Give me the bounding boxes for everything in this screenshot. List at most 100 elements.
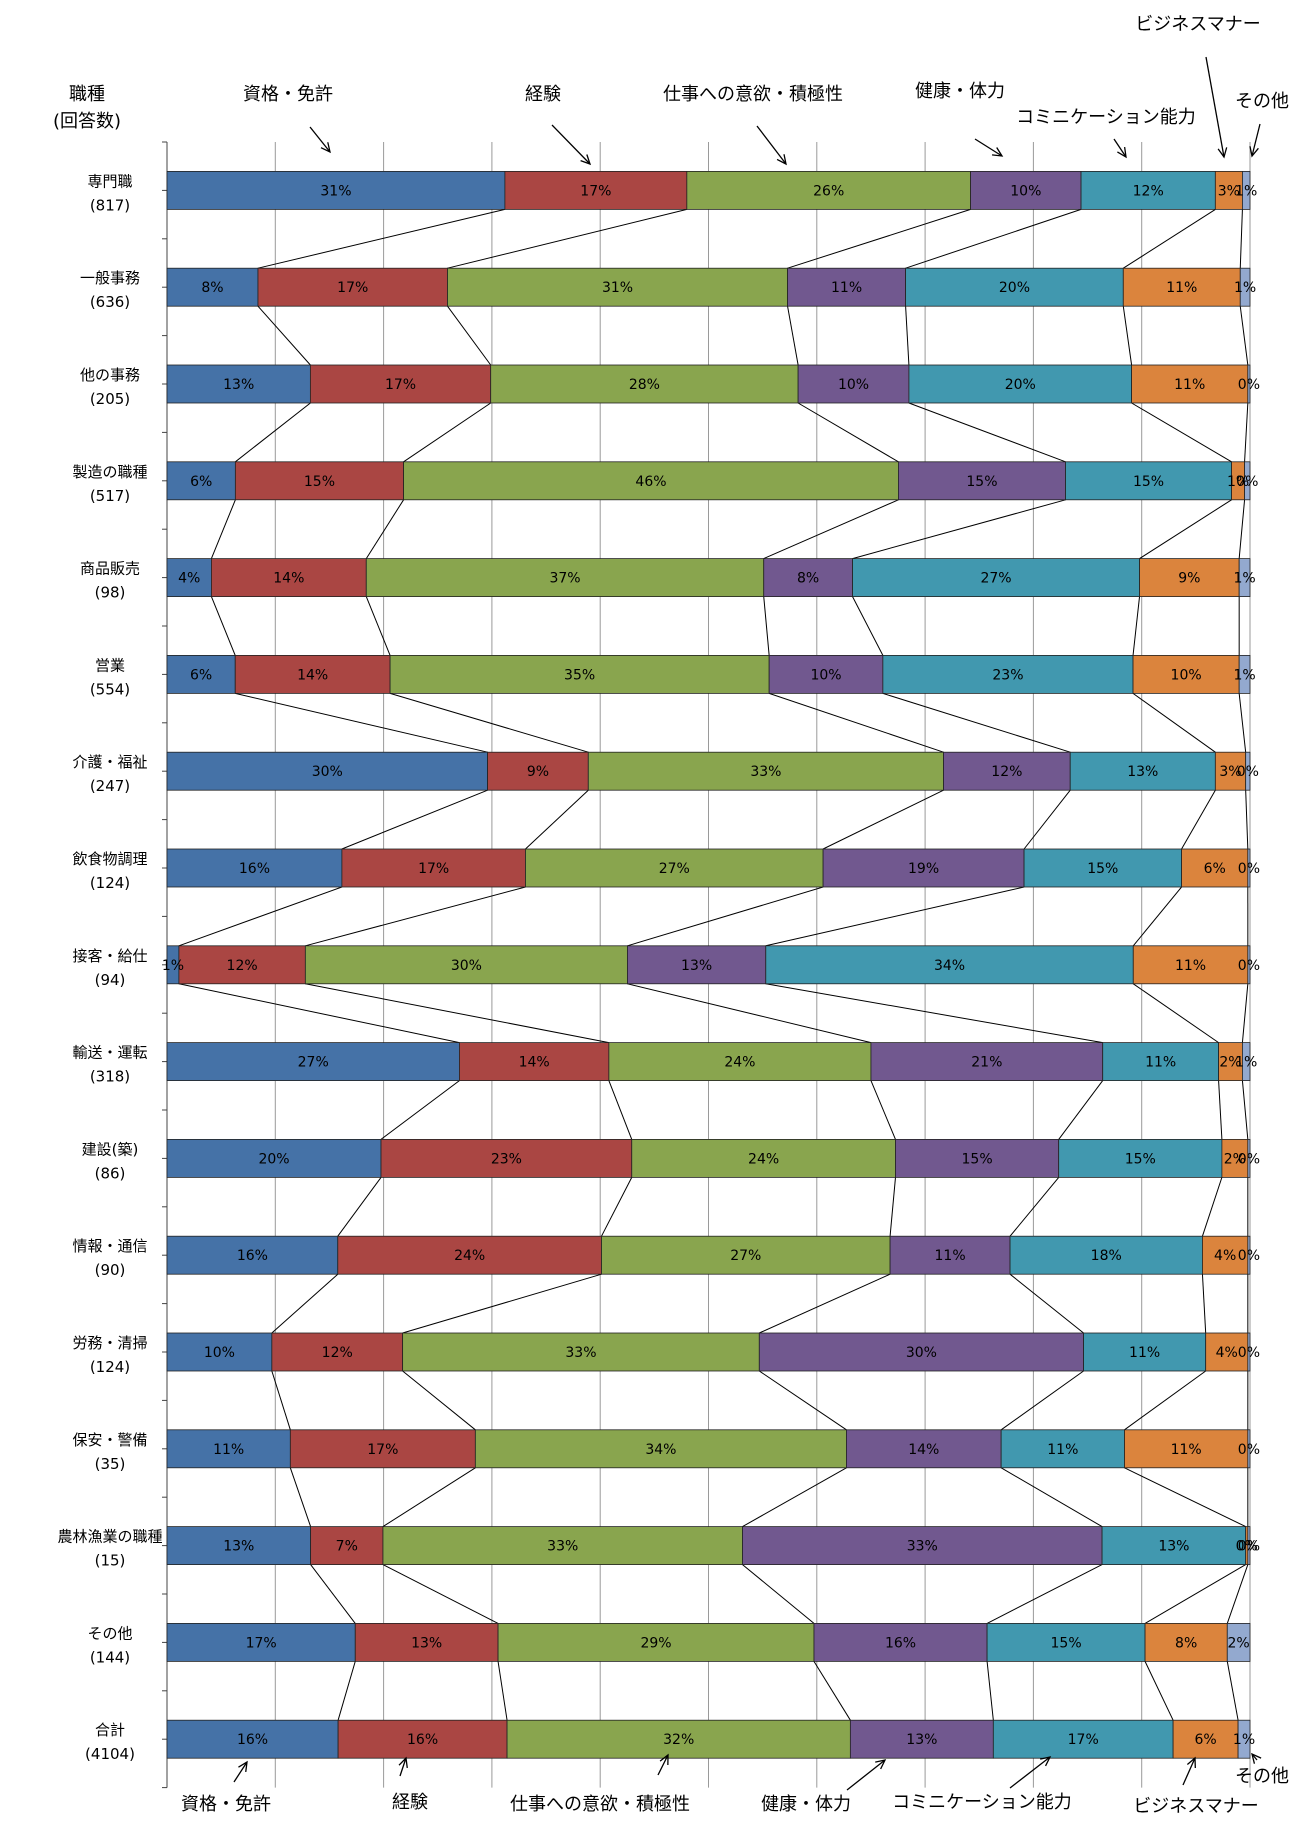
bar-segment [289,1429,476,1469]
series-connector [852,596,884,656]
category-name: 営業 [95,656,125,674]
series-connector [365,499,404,559]
series-connector [1000,1467,1103,1528]
category-name: 輸送・運転 [72,1044,147,1062]
callout-arrow-line [551,124,591,165]
bar-value-label: 30% [906,1345,937,1361]
series-callout-top: コミニケーション能力 [1016,107,1196,128]
series-callout-top: その他 [1235,91,1289,112]
bar-segment [211,558,367,597]
y-header-line2: (回答数) [53,111,121,132]
series-connector [341,789,488,850]
bar-value-label: 11% [1175,958,1206,974]
series-connector [447,305,492,366]
series-connector [447,208,687,269]
bar-segment [1247,1139,1251,1178]
series-connector [257,208,506,269]
series-connector [1131,402,1232,463]
bar-value-label: 6% [190,667,212,683]
series-connector [787,208,971,269]
bar-value-label: 1% [1227,474,1249,490]
series-connector [1201,1177,1223,1237]
category-name: 商品販売 [80,560,140,578]
series-connector [1123,208,1216,269]
bar-segment [504,170,688,210]
series-connector [1124,1370,1206,1431]
series-callout-bottom: 経験 [392,1792,428,1813]
callout-arrowhead [320,142,331,154]
callout-arrow-line [233,1761,248,1783]
bar-value-label: 17% [246,1635,277,1651]
bar-segment [882,655,1134,694]
series-connector [813,1661,851,1721]
header-labels: 職種 (回答数) [53,84,121,132]
category-count: (98) [95,584,126,602]
series-connector [1244,402,1249,462]
bar-value-label: 15% [1087,861,1118,877]
bar-segment [257,267,448,307]
series-connector [1058,1080,1104,1140]
series-connector [257,305,311,366]
category-name: 合計 [95,1721,125,1739]
category-name: 労務・清掃 [72,1334,147,1352]
series-connector [627,886,824,947]
bar-segment [365,558,765,597]
category-name: 建設(築) [82,1140,139,1158]
category-count: (205) [90,390,130,408]
bar-value-label: 14% [297,667,328,683]
bar-segment [1247,1235,1251,1275]
series-connector [178,886,343,947]
bar-value-label: 20% [999,280,1030,296]
callout-arrow-line [1113,138,1127,158]
bar-value-label: 10% [1010,183,1041,199]
bar-segment [686,170,971,210]
callout-arrow-line [1009,1756,1051,1789]
series-connector [797,402,899,463]
callout-arrowhead [398,1756,408,1769]
bar-segment [822,848,1025,888]
category-name: 製造の職種 [72,463,147,481]
series-connector [1218,1080,1223,1140]
bar-segment [1247,1526,1251,1565]
category-count: (15) [95,1552,126,1570]
series-connector [271,1370,291,1430]
bar-segment [1069,751,1216,791]
bar-value-label: 35% [564,667,595,683]
series-callout-bottom: 資格・免許 [181,1794,271,1815]
bar-segment [166,1139,382,1178]
bar-value-label: 33% [907,1539,938,1555]
series-connector [986,1661,994,1721]
series-callout-top: 健康・体力 [915,81,1005,102]
category-count: (144) [90,1648,130,1666]
bar-value-label: 8% [201,280,223,296]
category-count: (318) [90,1068,130,1086]
bar-value-label: 2% [1224,1151,1246,1167]
bar-value-label: 13% [411,1635,442,1651]
bar-segment [337,1719,508,1759]
bar-segment [992,1719,1174,1759]
bar-value-label: 30% [312,764,343,780]
series-connector [765,983,1103,1044]
category-name: 保安・警備 [72,1431,147,1449]
series-connector [763,499,899,560]
series-connector [402,1370,476,1431]
bar-segment [627,945,767,985]
bar-segment [889,1235,1011,1275]
bar-segment [1214,751,1247,791]
category-count: (517) [90,487,130,505]
bar-segment [166,1429,291,1469]
series-connector [497,1661,508,1721]
bar-segment [908,364,1132,404]
bar-value-label: 0% [1236,474,1258,490]
series-connector [1009,1273,1084,1334]
series-connector [389,692,589,753]
bar-value-label: 17% [580,183,611,199]
bar-value-label: 16% [407,1732,438,1748]
bar-segment [490,364,799,404]
series-connector [1124,1467,1246,1528]
bar-segment [1237,1719,1251,1759]
series-connector [1009,1177,1060,1237]
bar-value-label: 24% [454,1248,485,1264]
series-connector [305,983,609,1044]
